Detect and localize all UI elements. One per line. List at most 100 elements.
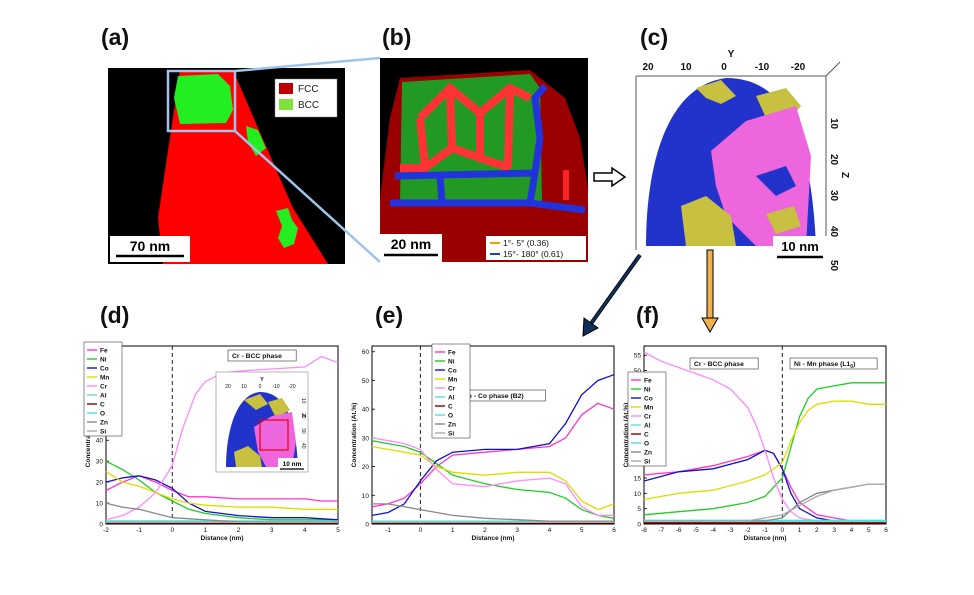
legend-label-co: Co <box>448 368 457 375</box>
legend-label-fe: Fe <box>644 378 652 385</box>
panel-c-z-tick: 50 <box>828 260 839 272</box>
arrow-b-to-c <box>593 166 627 188</box>
legend-label-al: Al <box>644 423 651 430</box>
inset-z-tick: 40 <box>300 443 306 449</box>
y-axis-label: Concentration (At.%) <box>351 403 358 468</box>
x-tick-label: 0 <box>419 527 423 534</box>
legend-label-cr: Cr <box>100 384 108 391</box>
panel-c-y-tick: 0 <box>721 62 727 73</box>
x-tick-label: 5 <box>336 527 340 534</box>
inset-z-axis-title: Z <box>300 414 306 418</box>
y-axis-label: Concentration (At.%) <box>623 403 630 468</box>
panel-c-box-frame <box>635 61 841 258</box>
inset-z-tick: 10 <box>300 398 306 404</box>
x-tick-label: 1 <box>204 527 208 534</box>
inset-selection-box <box>259 419 289 451</box>
series-legend: Fe Ni Co Mn Cr Al CO Zn Si <box>431 343 471 439</box>
panel-c-z-tick: 30 <box>828 190 839 202</box>
x-tick-label: 6 <box>884 527 888 534</box>
series-line-cr <box>371 437 614 517</box>
inset-y-tick: -10 <box>272 384 279 390</box>
x-tick-label: 2 <box>483 527 487 534</box>
series-line-zn <box>372 503 614 522</box>
series-line-co <box>371 374 615 517</box>
panel-c-z-tick: 20 <box>828 154 839 166</box>
inset-y-tick: 0 <box>259 384 262 390</box>
y-tick-label: 5 <box>637 506 641 513</box>
x-tick-label: 2 <box>237 527 241 534</box>
series-line-mn <box>643 400 886 501</box>
panel-label-f: (f) <box>636 302 659 328</box>
x-tick-label: -7 <box>658 527 664 534</box>
x-tick-label: -1 <box>762 527 768 534</box>
legend-label-cr: Cr <box>448 386 456 393</box>
series-legend: Fe Ni Co Mn Cr Al CO Zn Si <box>627 371 667 467</box>
panel-a-scale-bar: 70 nm <box>110 236 190 262</box>
legend-label-low-angle: 1°- 5° (0.36) <box>503 238 549 248</box>
inset-yellow-bottom <box>234 446 262 467</box>
annotation-box: Ni - Mn phase (L10) <box>789 357 878 370</box>
panel-label-b: (b) <box>382 24 412 50</box>
x-tick-label: 1 <box>451 527 455 534</box>
x-tick-label: 4 <box>548 527 552 534</box>
panel-c-yellow-bottom-right <box>766 206 801 234</box>
annotation-frame <box>689 357 759 370</box>
y-tick-label: 20 <box>96 480 104 487</box>
legend-label-si: Si <box>100 429 106 436</box>
x-tick-label: 4 <box>303 527 307 534</box>
y-tick-label: 10 <box>96 501 104 508</box>
x-tick-label: 5 <box>867 527 871 534</box>
annotation-label: Fe - Co phase (B2) <box>464 393 524 400</box>
legend-label-si: Si <box>644 459 650 466</box>
panel-c-z-axis-title: Z <box>839 172 850 178</box>
legend-label-ni: Ni <box>644 387 651 394</box>
panel-c-y-axis-title: Y <box>728 49 735 60</box>
y-tick-label: 10 <box>634 491 642 498</box>
panel-b-high-angle-boundaries <box>390 83 586 214</box>
plot-frame <box>643 345 887 525</box>
panel-c-yellow-bottom <box>681 196 736 246</box>
x-tick-label: 1 <box>798 527 802 534</box>
legend-label-al: Al <box>448 395 455 402</box>
legend-label-c: C <box>100 402 105 409</box>
bcc-grain-large <box>174 74 233 124</box>
legend-label-ni: Ni <box>100 357 107 364</box>
panel-b-red-spike <box>563 170 569 200</box>
legend-label-o: O <box>448 413 453 420</box>
x-axis-label: Distance (nm) <box>744 535 787 542</box>
legend-frame <box>83 341 123 437</box>
legend-label-ni: Ni <box>448 359 455 366</box>
legend-label-c: C <box>644 432 649 439</box>
annotation-frame <box>227 349 297 362</box>
panel-c-y-tick: 10 <box>680 62 692 73</box>
legend-label-high-angle: 15°- 180° (0.61) <box>503 249 563 259</box>
series-legend: Fe Ni Co Mn Cr Al CO Zn Si <box>83 341 123 437</box>
legend-swatch-fcc <box>279 83 293 94</box>
y-tick-label: 30 <box>362 435 370 442</box>
x-axis-label: Distance (nm) <box>472 535 515 542</box>
panel-c-scale-bar: 10 nm <box>773 236 827 262</box>
panel-a-phase-map: FCC BCC 70 nm <box>108 68 345 264</box>
zoom-box <box>166 69 237 133</box>
x-axis-label: Distance (nm) <box>201 535 244 542</box>
inset-y-tick: 20 <box>225 384 231 390</box>
annotation-subscript: 0 <box>850 364 853 370</box>
legend-label-zn: Zn <box>100 420 108 427</box>
y-tick-label: 50 <box>634 368 642 375</box>
inset-scale-bar-label: 10 nm <box>283 461 302 468</box>
panel-a-legend: FCC BCC <box>274 78 338 118</box>
legend-label-mn: Mn <box>100 375 109 382</box>
legend-label-zn: Zn <box>448 422 456 429</box>
panel-c-blue-inclusion <box>756 166 796 196</box>
legend-label-c: C <box>448 404 453 411</box>
legend-label-fe: Fe <box>100 348 108 355</box>
legend-frame <box>431 343 471 439</box>
x-tick-label: -5 <box>693 527 699 534</box>
panel-c-z-ticks: 10 20 30 40 50 <box>828 118 839 272</box>
legend-label-bcc: BCC <box>298 100 319 111</box>
legend-label-co: Co <box>644 396 653 403</box>
annotation-label: Cr - BCC phase <box>694 361 744 368</box>
panel-b-low-angle-boundaries <box>400 82 532 176</box>
